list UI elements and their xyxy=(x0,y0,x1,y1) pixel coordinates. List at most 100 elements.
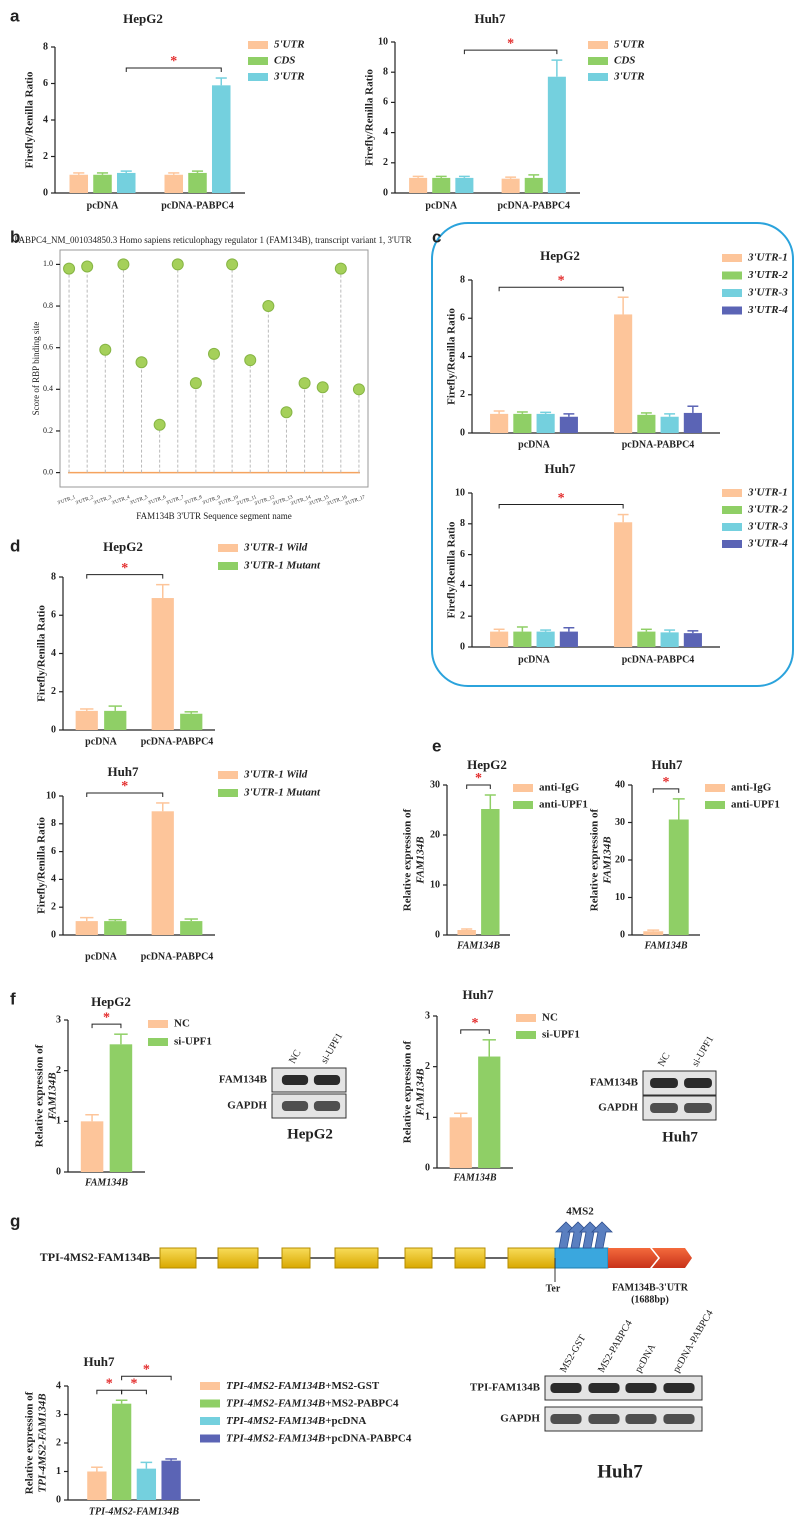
chart-title: Huh7 xyxy=(107,764,139,779)
legend-label: 3'UTR-1 Wild xyxy=(243,769,308,781)
bar xyxy=(513,413,532,433)
bar xyxy=(490,413,509,433)
bar xyxy=(93,174,112,193)
lollipop-head xyxy=(316,381,329,394)
bar xyxy=(151,811,174,935)
legend-swatch xyxy=(248,73,268,81)
y-axis-label: FAM134B xyxy=(47,1072,59,1120)
lollipop-head xyxy=(63,262,76,275)
x-tick-label: FAM134B xyxy=(644,940,688,951)
bar xyxy=(151,598,174,730)
y-tick-label: 0 xyxy=(620,929,625,940)
chart-title: Huh7 xyxy=(462,987,494,1002)
legend-swatch xyxy=(705,784,725,792)
bar xyxy=(104,710,127,730)
bar xyxy=(547,76,566,193)
bar xyxy=(457,930,476,935)
y-tick-label: 3 xyxy=(425,1010,430,1021)
x-tick-label: pcDNA xyxy=(518,654,550,665)
lollipop-head xyxy=(171,258,184,271)
lollipop-head xyxy=(135,356,148,369)
x-tick-label: pcDNA-PABPC4 xyxy=(622,654,695,665)
y-tick-label: 4 xyxy=(460,580,465,591)
utr-label: FAM134B-3'UTR xyxy=(612,1282,689,1293)
y-axis-label: Score of RBP binding site xyxy=(31,322,41,416)
y-tick-label: 20 xyxy=(430,829,440,840)
legend-swatch xyxy=(148,1038,168,1046)
x-tick-label: pcDNA-PABPC4 xyxy=(161,200,234,211)
lollipop-head xyxy=(244,354,257,367)
chart-title: HepG2 xyxy=(467,757,507,772)
significance-label: * xyxy=(131,1376,138,1391)
blot-band xyxy=(650,1078,678,1088)
lollipop-head xyxy=(81,260,94,273)
panel-letter: b xyxy=(10,227,20,246)
bar xyxy=(536,413,555,433)
y-tick-label: 0.6 xyxy=(43,343,53,352)
x-tick-label: 3'UTR_1 xyxy=(57,495,76,506)
bar xyxy=(637,631,656,647)
blot-band xyxy=(663,1414,695,1424)
y-tick-label: 8 xyxy=(460,274,465,285)
y-tick-label: 40 xyxy=(615,779,625,790)
bar xyxy=(180,921,203,935)
significance-label: * xyxy=(121,779,128,794)
y-tick-label: 2 xyxy=(425,1061,430,1072)
legend-label: TPI-4MS2-FAM134B+MS2-PABPC4 xyxy=(226,1397,399,1409)
x-axis-label: FAM134B 3'UTR Sequence segment name xyxy=(136,511,291,521)
y-tick-label: 0 xyxy=(51,724,56,735)
y-tick-label: 30 xyxy=(615,817,625,828)
legend-label: 3'UTR-1 Wild xyxy=(243,542,308,554)
bar xyxy=(432,177,451,193)
y-tick-label: 2 xyxy=(460,610,465,621)
x-tick-label: 3'UTR_4 xyxy=(111,495,130,506)
legend-label: 3'UTR-2 xyxy=(747,269,788,281)
bar xyxy=(161,1460,181,1500)
panel-letter: g xyxy=(10,1211,20,1230)
blot-band xyxy=(588,1414,620,1424)
y-tick-label: 8 xyxy=(383,66,388,77)
blot-row-label: GAPDH xyxy=(227,1100,267,1112)
y-axis-label: Firefly/Renilla Ratio xyxy=(24,71,36,168)
significance-bracket xyxy=(466,784,491,789)
lollipop-head xyxy=(117,258,130,271)
blot-row-label: FAM134B xyxy=(219,1074,268,1086)
y-tick-label: 20 xyxy=(615,854,625,865)
y-tick-label: 4 xyxy=(383,127,388,138)
significance-label: * xyxy=(472,1016,479,1031)
y-axis-label: Firefly/Renilla Ratio xyxy=(446,308,458,405)
y-axis-label: FAM134B xyxy=(415,836,427,884)
y-tick-label: 6 xyxy=(43,78,48,89)
y-tick-label: 0.8 xyxy=(43,301,53,310)
y-tick-label: 8 xyxy=(460,518,465,529)
y-tick-label: 2 xyxy=(51,686,56,697)
legend-swatch xyxy=(148,1020,168,1028)
y-tick-label: 1 xyxy=(56,1116,61,1127)
significance-bracket xyxy=(463,49,558,55)
lollipop-head xyxy=(352,383,365,396)
bar xyxy=(478,1056,501,1168)
bar xyxy=(188,172,207,193)
blot-lane-label: MS2-PABPC4 xyxy=(596,1318,635,1374)
legend-swatch xyxy=(513,784,533,792)
legend-label: 5'UTR xyxy=(274,39,305,51)
legend-label: CDS xyxy=(274,55,295,67)
x-tick-label: pcDNA xyxy=(425,200,457,211)
legend-swatch xyxy=(200,1382,220,1390)
x-tick-label: 3'UTR_2 xyxy=(75,495,94,506)
panel-letter: a xyxy=(10,6,20,25)
y-tick-label: 30 xyxy=(430,779,440,790)
x-tick-label: pcDNA-PABPC4 xyxy=(497,200,570,211)
legend-label: NC xyxy=(542,1012,558,1024)
significance-label: * xyxy=(103,1010,110,1025)
blot-band xyxy=(625,1383,657,1393)
chart-title: Huh7 xyxy=(83,1354,115,1369)
chart-title: PABPC4_NM_001034850.3 Homo sapiens retic… xyxy=(14,235,411,245)
blot-lane-label: si-UPF1 xyxy=(319,1031,345,1065)
legend-label: TPI-4MS2-FAM134B+MS2-GST xyxy=(226,1380,380,1392)
legend-swatch xyxy=(200,1434,220,1443)
blot-row-label: GAPDH xyxy=(598,1102,638,1114)
blot-band xyxy=(650,1103,678,1113)
y-tick-label: 0.4 xyxy=(43,384,53,393)
legend-label: 5'UTR xyxy=(614,39,645,51)
